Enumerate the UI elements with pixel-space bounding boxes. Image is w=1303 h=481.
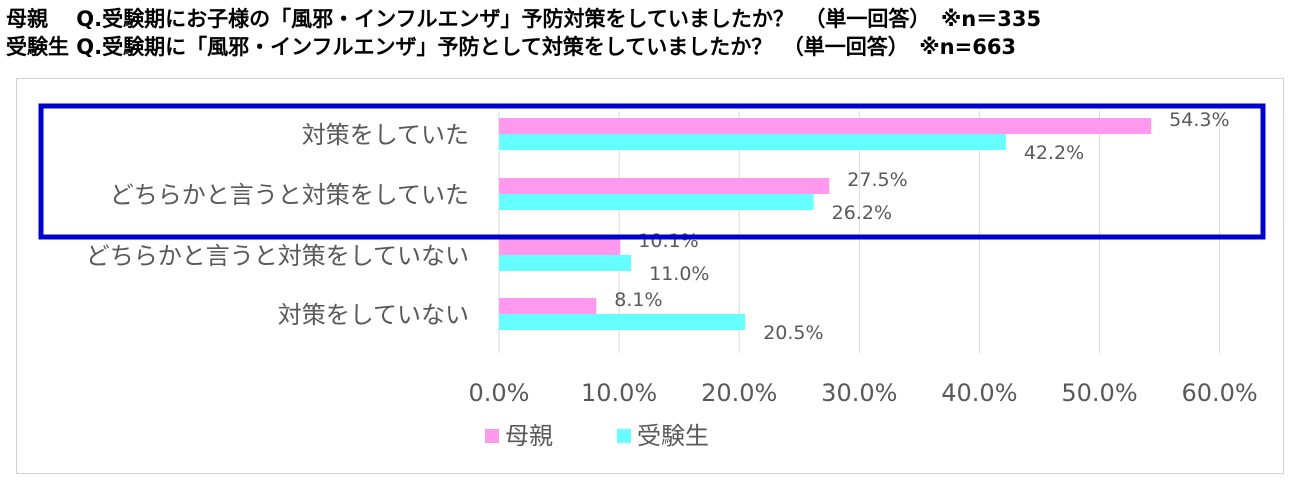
data-label: 27.5%: [847, 169, 907, 191]
x-tick-label: 40.0%: [941, 379, 1017, 407]
data-label: 8.1%: [614, 289, 662, 311]
question-mother: 母親 Q.受験期にお子様の「風邪・インフルエンザ」予防対策をしていましたか？ （…: [6, 7, 1042, 31]
bar-mother: [499, 298, 597, 314]
x-tick-label: 50.0%: [1061, 379, 1137, 407]
category-label: どちらかと言うと対策をしていた: [110, 181, 469, 209]
chart-panel: 0.0% 10.0% 20.0% 30.0% 40.0% 50.0% 60.0% 対策をしてい…: [16, 78, 1284, 474]
legend-label: 母親: [505, 422, 553, 450]
legend-swatch: [617, 429, 631, 443]
x-tick-label: 20.0%: [701, 379, 777, 407]
bar-mother: [499, 239, 621, 255]
bar-mother: [499, 118, 1152, 134]
bar-student: [499, 314, 746, 330]
bar-student: [499, 255, 632, 271]
x-tick-label: 30.0%: [821, 379, 897, 407]
data-label: 54.3%: [1169, 109, 1229, 131]
data-label: 10.1%: [638, 230, 698, 252]
x-tick-label: 60.0%: [1181, 379, 1257, 407]
data-label: 42.2%: [1024, 142, 1084, 164]
legend-label: 受験生: [637, 422, 709, 450]
category-label: 対策をしていた: [302, 121, 469, 149]
bar-chart: 0.0% 10.0% 20.0% 30.0% 40.0% 50.0% 60.0% 対策をしてい…: [38, 103, 1266, 450]
x-tick-label: 10.0%: [581, 379, 657, 407]
highlight-box: [38, 103, 1266, 240]
bar-student: [499, 134, 1006, 150]
data-label: 26.2%: [832, 202, 892, 224]
category-label: どちらかと言うと対策をしていない: [86, 242, 469, 270]
data-label: 11.0%: [649, 263, 709, 285]
x-tick-label: 0.0%: [469, 379, 530, 407]
bar-student: [499, 194, 814, 210]
question-student: 受験生 Q.受験期に「風邪・インフルエンザ」予防として対策をしていましたか？ （…: [6, 35, 1017, 59]
bar-mother: [499, 178, 830, 194]
category-label: 対策をしていない: [278, 301, 469, 329]
legend-swatch: [485, 429, 499, 443]
data-label: 20.5%: [763, 322, 823, 344]
